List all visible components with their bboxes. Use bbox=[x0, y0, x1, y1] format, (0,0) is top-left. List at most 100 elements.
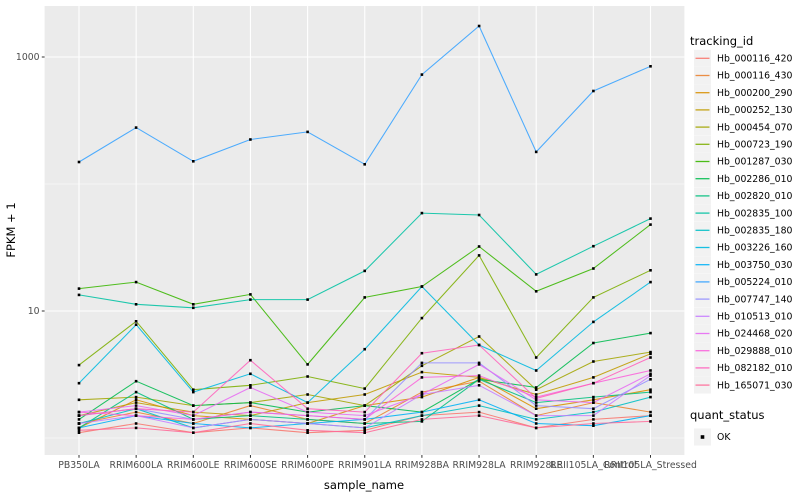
data-point bbox=[477, 24, 481, 28]
x-tick-label: RRII105LA_Control bbox=[550, 460, 636, 471]
data-point bbox=[592, 401, 595, 404]
data-point bbox=[134, 401, 138, 404]
data-point bbox=[649, 414, 652, 417]
data-point bbox=[363, 410, 366, 414]
data-point bbox=[534, 426, 538, 430]
data-point bbox=[306, 414, 309, 417]
data-point bbox=[649, 65, 652, 68]
data-point bbox=[134, 407, 138, 410]
data-point bbox=[192, 414, 195, 417]
data-point bbox=[420, 393, 424, 396]
data-point bbox=[534, 414, 538, 417]
data-point bbox=[306, 418, 309, 421]
data-point bbox=[592, 407, 595, 410]
data-point bbox=[420, 364, 424, 368]
data-point bbox=[649, 388, 652, 391]
data-point bbox=[420, 414, 424, 417]
legend-label: Hb_000454_070 bbox=[717, 122, 793, 133]
data-point bbox=[363, 422, 366, 425]
legend-title-tracking-id: tracking_id bbox=[690, 34, 753, 48]
data-point bbox=[534, 397, 538, 400]
data-point bbox=[134, 303, 138, 306]
data-point bbox=[77, 398, 81, 402]
x-tick-label: RRIM901LA bbox=[338, 460, 392, 471]
data-point bbox=[592, 424, 595, 427]
data-point bbox=[420, 361, 424, 365]
data-point bbox=[420, 351, 424, 355]
data-point bbox=[477, 254, 481, 257]
data-point bbox=[306, 431, 309, 434]
data-point bbox=[534, 356, 538, 359]
data-point bbox=[420, 73, 424, 76]
data-point bbox=[420, 395, 424, 399]
data-point bbox=[134, 323, 138, 326]
legend-label: Hb_000723_190 bbox=[717, 140, 793, 151]
data-point bbox=[77, 429, 81, 432]
data-point bbox=[477, 343, 481, 347]
data-point bbox=[306, 422, 309, 425]
quant-ok-marker bbox=[700, 435, 705, 439]
data-point bbox=[592, 410, 595, 414]
data-point bbox=[649, 269, 652, 272]
x-tick-label: RRII105LA_Stressed bbox=[604, 460, 697, 471]
data-point bbox=[534, 418, 538, 421]
data-point bbox=[192, 306, 195, 310]
x-tick-label: RRIM600LE bbox=[167, 460, 220, 471]
legend-label: Hb_002835_180 bbox=[717, 226, 793, 237]
x-tick-label: RRIM600SE bbox=[224, 460, 277, 471]
data-point bbox=[420, 370, 424, 374]
x-tick-label: RRIM928BA bbox=[395, 460, 450, 471]
data-point bbox=[306, 130, 309, 134]
data-point bbox=[592, 341, 595, 345]
data-point bbox=[534, 273, 538, 276]
x-tick-label: PB350LA bbox=[58, 460, 100, 471]
data-point bbox=[77, 363, 81, 367]
x-axis-title: sample_name bbox=[324, 478, 404, 492]
y-axis-title: FPKM + 1 bbox=[4, 202, 18, 257]
data-point bbox=[477, 335, 481, 338]
data-point bbox=[306, 401, 309, 404]
data-point bbox=[77, 410, 81, 414]
legend-label: Hb_003750_030 bbox=[717, 260, 793, 271]
data-point bbox=[249, 138, 252, 141]
data-point bbox=[477, 379, 481, 383]
legend-label: Hb_007747_140 bbox=[717, 294, 793, 305]
data-point bbox=[249, 358, 252, 362]
data-point bbox=[534, 395, 538, 399]
data-point bbox=[306, 298, 309, 301]
data-point bbox=[592, 376, 595, 379]
data-point bbox=[363, 387, 366, 390]
data-point bbox=[134, 398, 138, 402]
data-point bbox=[649, 369, 652, 372]
data-point bbox=[306, 410, 309, 414]
legend-label: Hb_029888_010 bbox=[717, 346, 793, 357]
data-point bbox=[363, 347, 366, 351]
data-point bbox=[363, 414, 366, 417]
data-point bbox=[477, 376, 481, 379]
data-point bbox=[420, 420, 424, 423]
data-point bbox=[77, 293, 81, 297]
data-point bbox=[534, 393, 538, 396]
data-point bbox=[77, 431, 81, 434]
gridlines bbox=[44, 6, 685, 455]
data-point bbox=[363, 404, 366, 407]
data-point bbox=[192, 404, 195, 407]
data-point bbox=[649, 395, 652, 399]
legend-label: Hb_000116_430 bbox=[717, 71, 793, 82]
data-point bbox=[534, 404, 538, 407]
data-point bbox=[649, 331, 652, 335]
data-point bbox=[649, 374, 652, 377]
data-point bbox=[363, 431, 366, 434]
data-point bbox=[192, 390, 195, 394]
data-point bbox=[134, 410, 138, 414]
legend-label: Hb_010513_010 bbox=[717, 312, 793, 323]
data-point bbox=[649, 410, 652, 414]
data-point bbox=[249, 384, 252, 387]
data-point bbox=[134, 404, 138, 407]
data-point bbox=[249, 293, 252, 296]
data-point bbox=[592, 267, 595, 270]
legend-quant-entry: OK bbox=[694, 428, 731, 446]
data-point bbox=[249, 414, 252, 417]
data-point bbox=[592, 418, 595, 421]
